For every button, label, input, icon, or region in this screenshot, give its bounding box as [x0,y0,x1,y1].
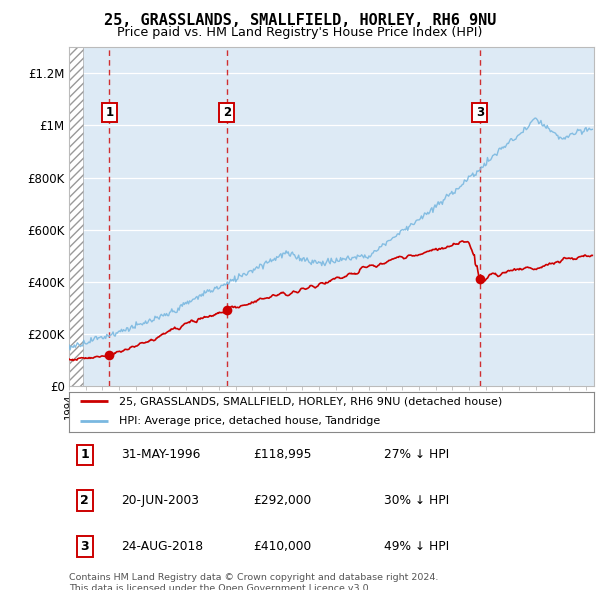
Text: Price paid vs. HM Land Registry's House Price Index (HPI): Price paid vs. HM Land Registry's House … [118,26,482,39]
Text: 2: 2 [80,494,89,507]
Text: 24-AUG-2018: 24-AUG-2018 [121,540,203,553]
Text: 31-MAY-1996: 31-MAY-1996 [121,448,201,461]
Text: 27% ↓ HPI: 27% ↓ HPI [384,448,449,461]
Text: £410,000: £410,000 [253,540,311,553]
Text: 30% ↓ HPI: 30% ↓ HPI [384,494,449,507]
Text: 2: 2 [223,106,231,119]
Text: 1: 1 [105,106,113,119]
Text: £118,995: £118,995 [253,448,311,461]
Text: 3: 3 [476,106,484,119]
Bar [69,47,83,386]
Text: 25, GRASSLANDS, SMALLFIELD, HORLEY, RH6 9NU (detached house): 25, GRASSLANDS, SMALLFIELD, HORLEY, RH6 … [119,396,502,407]
Text: 1: 1 [80,448,89,461]
Text: 20-JUN-2003: 20-JUN-2003 [121,494,199,507]
Text: £292,000: £292,000 [253,494,311,507]
Text: HPI: Average price, detached house, Tandridge: HPI: Average price, detached house, Tand… [119,417,380,427]
Text: 25, GRASSLANDS, SMALLFIELD, HORLEY, RH6 9NU: 25, GRASSLANDS, SMALLFIELD, HORLEY, RH6 … [104,13,496,28]
Text: 49% ↓ HPI: 49% ↓ HPI [384,540,449,553]
Text: Contains HM Land Registry data © Crown copyright and database right 2024.
This d: Contains HM Land Registry data © Crown c… [69,573,439,590]
Text: 3: 3 [80,540,89,553]
